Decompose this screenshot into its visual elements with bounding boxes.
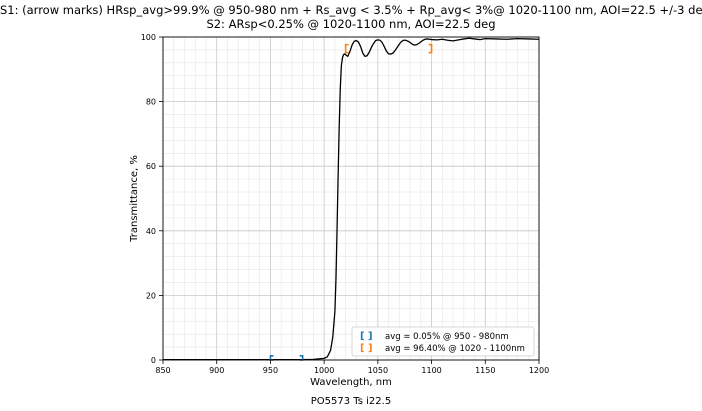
x-tick-label: 1050: [368, 366, 388, 375]
chart-title-line-1: S1: (arrow marks) HRsp_avg>99.9% @ 950-9…: [0, 3, 702, 17]
x-tick-label: 1100: [421, 366, 441, 375]
legend-box: [351, 326, 535, 357]
y-tick-label: 0: [151, 356, 156, 365]
y-tick-label: 100: [141, 33, 156, 42]
x-tick-label: 1000: [314, 366, 334, 375]
y-axis-label: Transmittance, %: [129, 155, 140, 243]
y-tick-label: 80: [146, 98, 156, 107]
chart-title-line-2: S2: ARsp<0.25% @ 1020-1100 nm, AOI=22.5 …: [206, 17, 496, 31]
x-tick-label: 1150: [475, 366, 495, 375]
x-tick-label: 1200: [529, 366, 549, 375]
legend-label-1: avg = 96.40% @ 1020 - 1100nm: [385, 344, 525, 354]
legend: [ ] avg = 0.05% @ 950 - 980nm [ ] avg = 96.…: [351, 326, 535, 357]
x-tick-label: 850: [155, 366, 170, 375]
x-tick-label: 950: [263, 366, 278, 375]
series-line-0: [163, 37, 539, 360]
bracket-mark-end-1: [428, 43, 433, 54]
legend-symbol-0: [ ]: [360, 331, 373, 342]
figure-caption: PO5573 Ts i22.5: [310, 396, 392, 407]
y-tick-label: 40: [146, 227, 156, 236]
y-tick-label: 60: [146, 162, 156, 171]
y-tick-label: 20: [146, 291, 156, 300]
legend-symbol-1: [ ]: [360, 343, 373, 354]
axes-frame: [162, 36, 540, 361]
plot-area: [163, 37, 539, 360]
x-axis-label: Wavelength, nm: [310, 377, 392, 388]
x-tick-label: 900: [209, 366, 224, 375]
legend-label-0: avg = 0.05% @ 950 - 980nm: [385, 332, 509, 342]
bracket-mark-start-1: [344, 43, 349, 54]
